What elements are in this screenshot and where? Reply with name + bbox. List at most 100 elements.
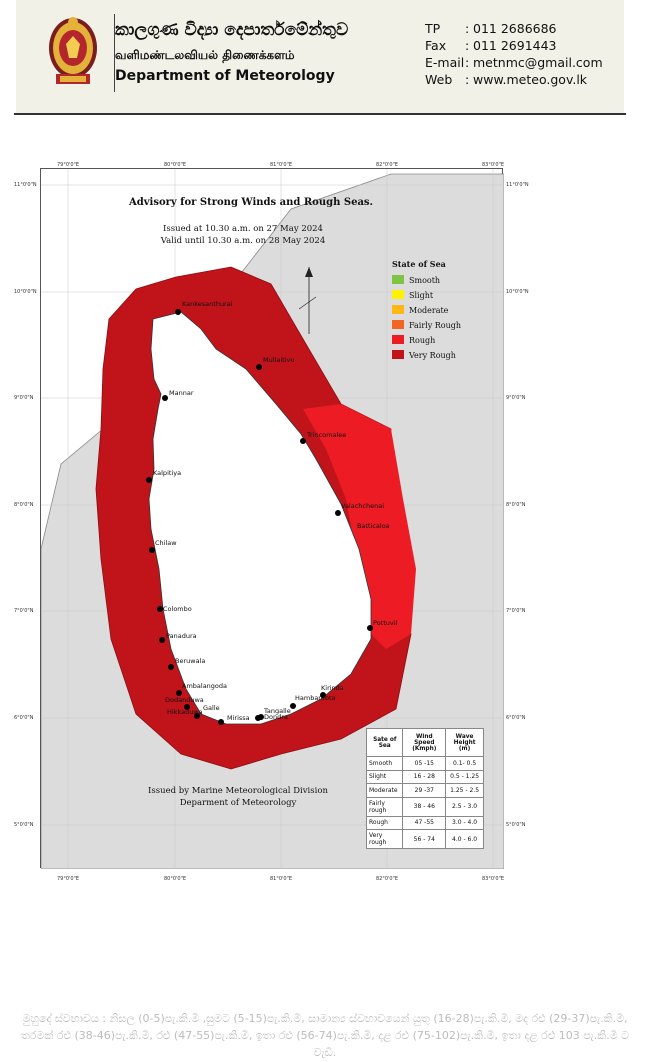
- location-label: Galle: [203, 704, 220, 712]
- legend-swatch-fairly-rough: [392, 320, 404, 329]
- lat-tick-left: 5°0'0"N: [14, 822, 34, 828]
- table-cell: 47 -55: [402, 815, 447, 830]
- lon-tick-bottom: 81°0'0"E: [270, 876, 292, 882]
- marker-dot: [194, 713, 200, 719]
- lat-tick-left: 9°0'0"N: [14, 395, 34, 401]
- legend-label: Rough: [409, 336, 435, 345]
- location-label: Kankesanthurai: [182, 300, 233, 308]
- legend-swatch-slight: [392, 290, 404, 299]
- table-cell: 3.0 - 4.0: [445, 815, 484, 830]
- lat-tick-right: 6°0'0"N: [506, 715, 526, 721]
- contact-fax: Fax:011 2691443: [425, 38, 557, 53]
- sea-state-map: Advisory for Strong Winds and Rough Seas…: [40, 168, 504, 869]
- location-markers: Kankesanthurai Mullaitivu Mannar Trincom…: [146, 300, 398, 808]
- location-label: Chilaw: [155, 539, 177, 547]
- lat-tick-right: 9°0'0"N: [506, 395, 526, 401]
- legend-label: Moderate: [409, 306, 449, 315]
- location-label: Panadura: [166, 632, 197, 640]
- legend-swatch-rough: [392, 335, 404, 344]
- lon-tick-top: 80°0'0"E: [164, 162, 186, 168]
- table-cell: 1.25 - 2.5: [445, 783, 484, 798]
- issued-by-line-1: Issued by Marine Meteorological Division: [148, 786, 328, 796]
- table-header: Sate of Sea: [365, 728, 404, 757]
- lat-tick-left: 10°0'0"N: [14, 289, 37, 295]
- sri-lanka-landmass: [148, 311, 372, 725]
- marker-dot: [300, 438, 306, 444]
- marker-dot: [184, 704, 190, 710]
- table-cell: 4.0 - 6.0: [445, 829, 484, 849]
- legend-swatch-moderate: [392, 305, 404, 314]
- table-cell: Very rough: [365, 829, 404, 849]
- lat-tick-right: 7°0'0"N: [506, 608, 526, 614]
- table-row: Very rough 56 - 74 4.0 - 6.0: [365, 829, 484, 849]
- location-label: Mullaitivu: [263, 356, 294, 364]
- legend-swatch-very-rough: [392, 350, 404, 359]
- table-cell: 56 - 74: [402, 829, 447, 849]
- contact-label: E-mail: [425, 55, 465, 70]
- legend: Smooth Slight Moderate Fairly Rough Roug…: [392, 275, 461, 360]
- location-label: Hikkaduwa: [167, 708, 203, 716]
- footer-sea-state-note: මුහුදේ ස්වභාවය : නිසල (0-5)පැ.කි.මී ,සුම…: [20, 1012, 630, 1059]
- table-header: Wave Height (m): [445, 728, 484, 757]
- location-label: Hambantota: [295, 694, 336, 702]
- lon-tick-top: 81°0'0"E: [270, 162, 292, 168]
- marker-dot: [320, 692, 326, 698]
- table-cell: 38 - 46: [402, 796, 447, 817]
- location-label: Tangalle: [263, 707, 291, 715]
- contact-value[interactable]: www.meteo.gov.lk: [473, 72, 588, 87]
- contact-sep: :: [465, 55, 470, 70]
- marker-dot: [175, 309, 181, 315]
- location-label: Trincomalee: [306, 431, 346, 439]
- marker-dot: [162, 395, 168, 401]
- legend-label: Smooth: [409, 276, 440, 285]
- table-header: Wind Speed (Kmph): [402, 728, 447, 757]
- lon-tick-bottom: 80°0'0"E: [164, 876, 186, 882]
- lat-tick-left: 7°0'0"N: [14, 608, 34, 614]
- marker-dot: [146, 477, 152, 483]
- lon-tick-bottom: 82°0'0"E: [376, 876, 398, 882]
- table-cell: Fairly rough: [365, 796, 404, 817]
- rough-zone: [303, 404, 416, 649]
- location-label: Kirinda: [321, 684, 344, 692]
- contact-label: Fax: [425, 38, 447, 53]
- location-label: Dondra: [264, 713, 288, 721]
- table-row: Fairly rough 38 - 46 2.5 - 3.0: [365, 796, 484, 817]
- org-name-english: Department of Meteorology: [115, 68, 335, 84]
- location-label: Valachchenai: [341, 502, 384, 510]
- marker-dot: [176, 690, 182, 696]
- legend-label: Slight: [409, 291, 434, 300]
- national-emblem-icon: [49, 17, 97, 84]
- table-cell: Smooth: [365, 756, 404, 771]
- issued-time: Issued at 10.30 a.m. on 27 May 2024: [163, 224, 323, 234]
- lat-tick-left: 8°0'0"N: [14, 502, 34, 508]
- marker-dot: [149, 547, 155, 553]
- contact-web[interactable]: Web: www.meteo.gov.lk: [425, 72, 587, 87]
- marker-dot: [367, 625, 373, 631]
- legend-label: Fairly Rough: [409, 321, 461, 330]
- table-cell: 29 -37: [402, 783, 447, 798]
- contact-sep: :: [465, 21, 470, 36]
- marker-dot: [290, 703, 296, 709]
- contact-email[interactable]: E-mail: metnmc@gmail.com: [425, 55, 603, 70]
- table-row: Smooth 05 -15 0.1- 0.5: [365, 756, 484, 771]
- header-divider: [114, 14, 115, 92]
- location-label: Mirissa: [227, 714, 250, 722]
- valid-time: Valid until 10.30 a.m. on 28 May 2024: [160, 236, 326, 246]
- table-row: Slight 16 - 28 0.5 - 1.25: [365, 769, 484, 784]
- location-label: Pottuvil: [373, 619, 398, 627]
- lon-tick-top: 79°0'0"E: [57, 162, 79, 168]
- marker-dot: [335, 510, 341, 516]
- north-arrow-icon: [298, 267, 317, 334]
- contact-tp: TP:011 2686686: [425, 21, 557, 36]
- location-label: Batticaloa: [357, 522, 390, 530]
- contact-label: TP: [425, 21, 441, 36]
- lon-tick-bottom: 79°0'0"E: [57, 876, 79, 882]
- table-header-row: Sate of Sea Wind Speed (Kmph) Wave Heigh…: [365, 728, 484, 757]
- map-graticule-labels: 79°0'0"E 80°0'0"E 81°0'0"E 82°0'0"E 83°0…: [14, 162, 529, 882]
- location-label: Colombo: [163, 605, 192, 613]
- sea-state-table: Sate of Sea Wind Speed (Kmph) Wave Heigh…: [365, 728, 484, 849]
- lat-tick-right: 10°0'0"N: [506, 289, 529, 295]
- contact-value[interactable]: metnmc@gmail.com: [473, 55, 603, 70]
- contact-label: Web: [425, 72, 453, 87]
- table-cell: 0.5 - 1.25: [445, 769, 484, 784]
